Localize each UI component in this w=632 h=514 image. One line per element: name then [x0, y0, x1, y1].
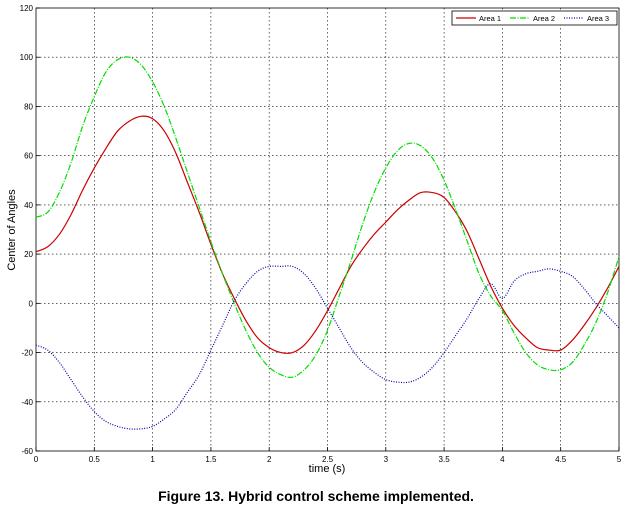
y-tick-label: 100: [20, 53, 34, 62]
y-axis-label: Center of Angles: [6, 189, 18, 271]
x-tick-label: 5: [617, 455, 622, 464]
legend-label-area-2: Area 2: [533, 14, 555, 23]
y-tick-label: 80: [24, 102, 33, 111]
x-tick-label: 3: [384, 455, 389, 464]
x-tick-label: 4: [500, 455, 505, 464]
x-tick-label: 1: [150, 455, 155, 464]
figure-caption: Figure 13. Hybrid control scheme impleme…: [158, 488, 474, 504]
x-tick-label: 0: [34, 455, 39, 464]
line-chart: 0 0.5 1 1.5 2 2.5 3 3.5 4 4.5 5 -60 -40 -20 0 20 40 60 80 1…: [6, 4, 622, 475]
x-tick-label: 2: [267, 455, 272, 464]
y-tick-label: -20: [21, 349, 33, 358]
series-line-area-1: [35, 115, 620, 354]
y-tick-label: 20: [24, 250, 33, 259]
legend-label-area-1: Area 1: [479, 14, 501, 23]
legend-label-area-3: Area 3: [587, 14, 609, 23]
y-tick-label: 0: [29, 299, 34, 308]
x-axis-label: time (s): [309, 463, 346, 475]
x-tick-label: 3.5: [439, 455, 451, 464]
y-tick-label: 40: [24, 201, 33, 210]
y-tick-label: 120: [20, 4, 34, 13]
x-tick-label: 4.5: [555, 455, 567, 464]
x-tick-label: 1.5: [205, 455, 217, 464]
x-tick-label: 0.5: [89, 455, 101, 464]
series-line-area-2: [35, 56, 620, 378]
y-tick-label: -40: [21, 398, 33, 407]
y-tick-label: -60: [21, 447, 33, 456]
y-tick-label: 60: [24, 152, 33, 161]
series-line-area-3: [35, 265, 620, 430]
legend-box: [451, 10, 618, 26]
plot-frame: [35, 7, 620, 452]
x-tick-label: 2.5: [322, 455, 334, 464]
